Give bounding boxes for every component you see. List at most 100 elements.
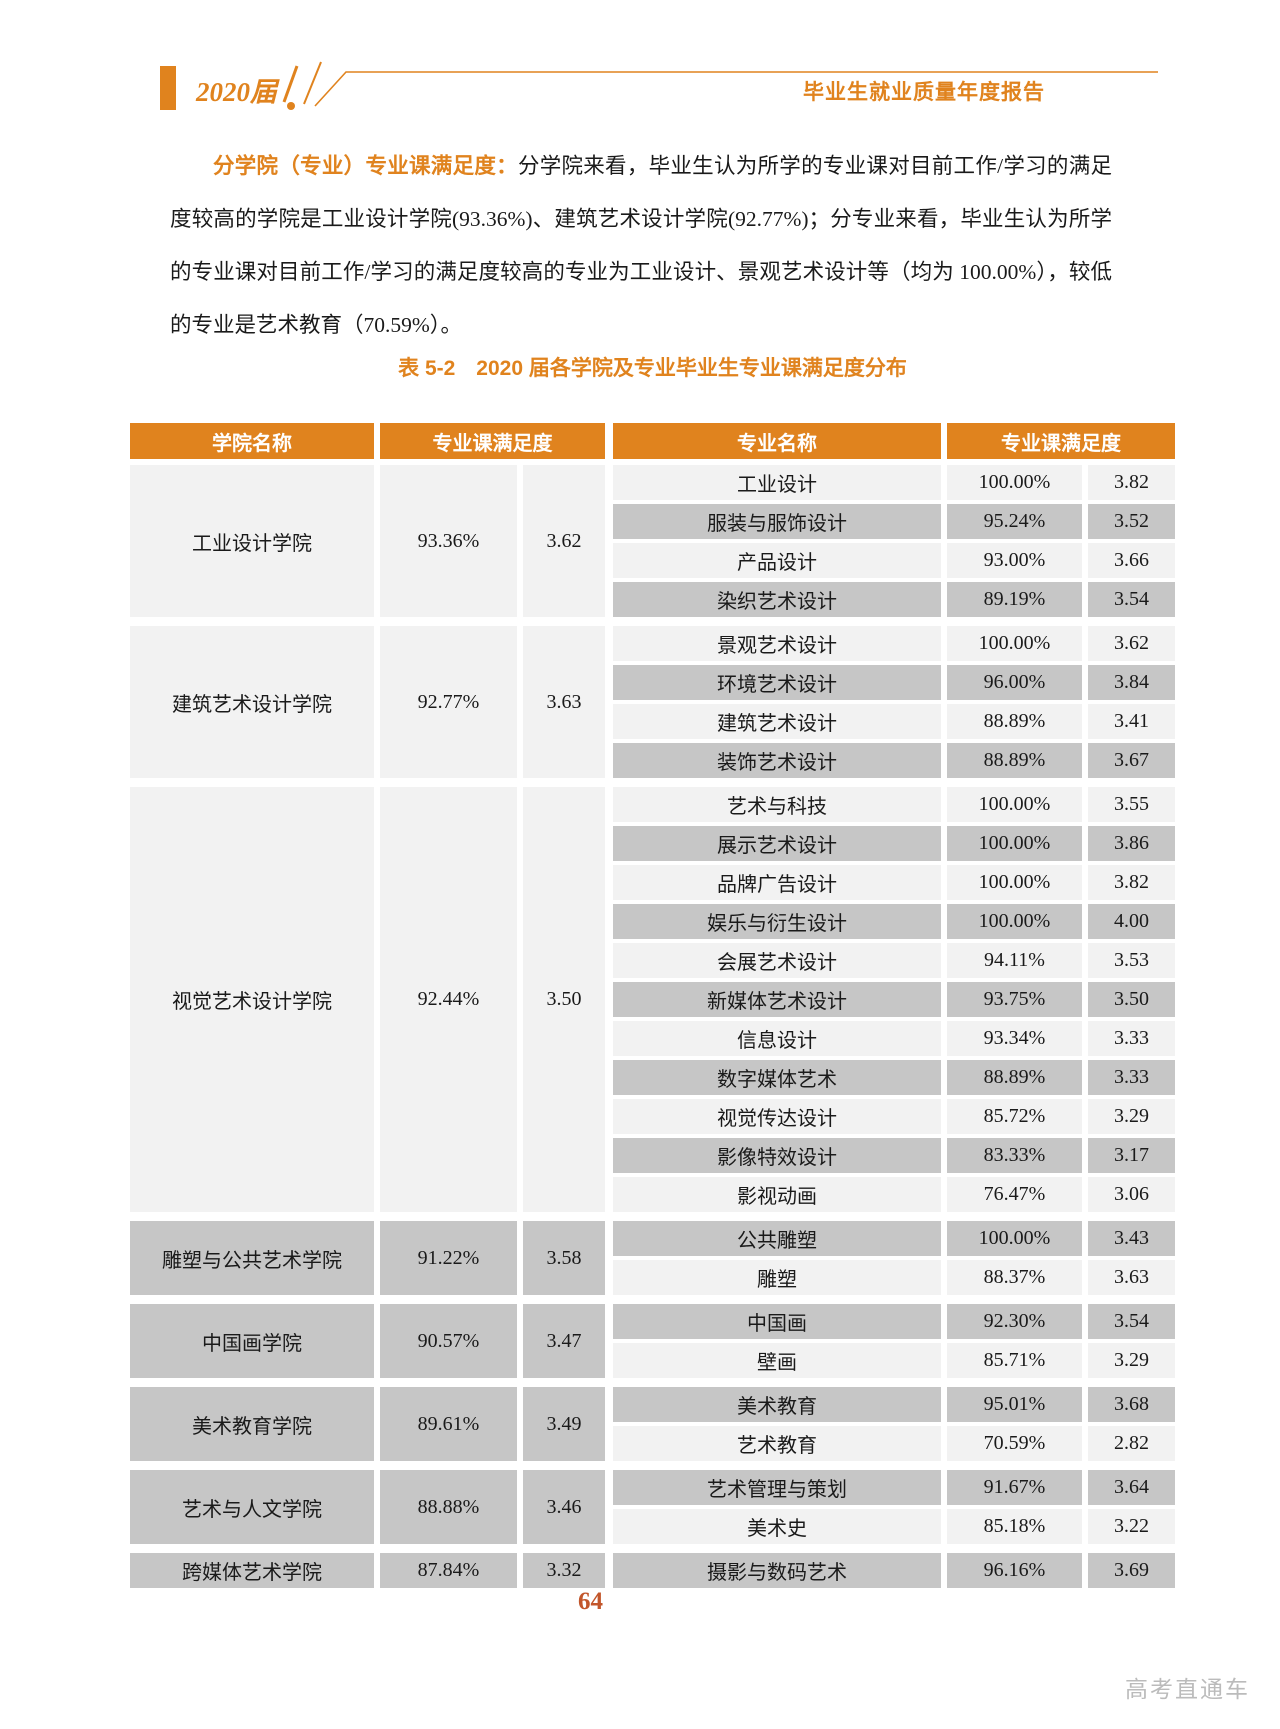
major-name-cell: 娱乐与衍生设计 [613, 904, 941, 939]
major-satisfaction-cell: 91.67% [947, 1470, 1082, 1505]
major-row: 影像特效设计 83.33% 3.17 [613, 1138, 1175, 1173]
major-row: 壁画 85.71% 3.29 [613, 1343, 1175, 1378]
major-name-cell: 美术教育 [613, 1387, 941, 1422]
major-satisfaction-cell: 95.01% [947, 1387, 1082, 1422]
major-name-cell: 会展艺术设计 [613, 943, 941, 978]
col-header-major-satisfaction: 专业课满足度 [947, 423, 1175, 459]
intro-paragraph: 分学院（专业）专业课满足度：分学院来看，毕业生认为所学的专业课对目前工作/学习的… [170, 140, 1112, 352]
major-satisfaction-cell: 89.19% [947, 582, 1082, 617]
major-score-cell: 3.84 [1088, 665, 1175, 700]
major-row: 美术史 85.18% 3.22 [613, 1509, 1175, 1544]
college-group: 视觉艺术设计学院 92.44% 3.50 艺术与科技 100.00% 3.55 展示艺术设计… [130, 787, 1175, 1212]
major-name-cell: 视觉传达设计 [613, 1099, 941, 1134]
majors-list: 美术教育 95.01% 3.68 艺术教育 70.59% 2.82 [613, 1387, 1175, 1461]
major-name-cell: 艺术教育 [613, 1426, 941, 1461]
major-satisfaction-cell: 92.30% [947, 1304, 1082, 1339]
major-score-cell: 2.82 [1088, 1426, 1175, 1461]
major-score-cell: 3.82 [1088, 865, 1175, 900]
college-name-cell: 雕塑与公共艺术学院 [130, 1221, 374, 1295]
college-name-cell: 工业设计学院 [130, 465, 374, 617]
major-name-cell: 雕塑 [613, 1260, 941, 1295]
major-satisfaction-cell: 88.89% [947, 743, 1082, 778]
major-satisfaction-cell: 100.00% [947, 787, 1082, 822]
majors-list: 公共雕塑 100.00% 3.43 雕塑 88.37% 3.63 [613, 1221, 1175, 1295]
major-name-cell: 壁画 [613, 1343, 941, 1378]
college-satisfaction-cell: 88.88% [380, 1470, 517, 1544]
college-name-cell: 建筑艺术设计学院 [130, 626, 374, 778]
major-row: 新媒体艺术设计 93.75% 3.50 [613, 982, 1175, 1017]
major-row: 景观艺术设计 100.00% 3.62 [613, 626, 1175, 661]
major-satisfaction-cell: 83.33% [947, 1138, 1082, 1173]
major-row: 视觉传达设计 85.72% 3.29 [613, 1099, 1175, 1134]
major-name-cell: 展示艺术设计 [613, 826, 941, 861]
major-name-cell: 公共雕塑 [613, 1221, 941, 1256]
major-score-cell: 3.55 [1088, 787, 1175, 822]
major-name-cell: 环境艺术设计 [613, 665, 941, 700]
college-score-cell: 3.49 [523, 1387, 605, 1461]
major-score-cell: 3.62 [1088, 626, 1175, 661]
major-name-cell: 信息设计 [613, 1021, 941, 1056]
report-title: 毕业生就业质量年度报告 [803, 81, 1045, 104]
major-satisfaction-cell: 88.89% [947, 1060, 1082, 1095]
major-row: 会展艺术设计 94.11% 3.53 [613, 943, 1175, 978]
major-name-cell: 品牌广告设计 [613, 865, 941, 900]
major-satisfaction-cell: 100.00% [947, 1221, 1082, 1256]
major-satisfaction-cell: 100.00% [947, 826, 1082, 861]
major-score-cell: 3.68 [1088, 1387, 1175, 1422]
major-row: 中国画 92.30% 3.54 [613, 1304, 1175, 1339]
major-row: 服装与服饰设计 95.24% 3.52 [613, 504, 1175, 539]
accent-bar [160, 66, 176, 110]
paragraph-lead: 分学院（专业）专业课满足度： [213, 154, 518, 178]
major-name-cell: 工业设计 [613, 465, 941, 500]
major-score-cell: 3.17 [1088, 1138, 1175, 1173]
major-name-cell: 景观艺术设计 [613, 626, 941, 661]
major-name-cell: 服装与服饰设计 [613, 504, 941, 539]
major-score-cell: 3.33 [1088, 1060, 1175, 1095]
major-row: 环境艺术设计 96.00% 3.84 [613, 665, 1175, 700]
year-label: 2020届 [196, 77, 277, 107]
major-name-cell: 产品设计 [613, 543, 941, 578]
major-row: 艺术教育 70.59% 2.82 [613, 1426, 1175, 1461]
major-score-cell: 3.52 [1088, 504, 1175, 539]
major-satisfaction-cell: 85.72% [947, 1099, 1082, 1134]
major-name-cell: 新媒体艺术设计 [613, 982, 941, 1017]
college-satisfaction-cell: 90.57% [380, 1304, 517, 1378]
major-name-cell: 数字媒体艺术 [613, 1060, 941, 1095]
paragraph-body: 分学院来看，毕业生认为所学的专业课对目前工作/学习的满足度较高的学院是工业设计学… [170, 154, 1112, 337]
satisfaction-table: 学院名称 专业课满足度 专业名称 专业课满足度 工业设计学院 93.36% 3.62… [130, 423, 1175, 1588]
college-group: 工业设计学院 93.36% 3.62 工业设计 100.00% 3.82 服装与服饰设计 95… [130, 465, 1175, 617]
major-row: 建筑艺术设计 88.89% 3.41 [613, 704, 1175, 739]
major-name-cell: 摄影与数码艺术 [613, 1553, 941, 1588]
college-score-cell: 3.46 [523, 1470, 605, 1544]
major-row: 艺术管理与策划 91.67% 3.64 [613, 1470, 1175, 1505]
major-score-cell: 3.43 [1088, 1221, 1175, 1256]
majors-list: 景观艺术设计 100.00% 3.62 环境艺术设计 96.00% 3.84 建筑艺术设计 8… [613, 626, 1175, 778]
college-group: 中国画学院 90.57% 3.47 中国画 92.30% 3.54 壁画 85.71% 3.29 [130, 1304, 1175, 1378]
majors-list: 中国画 92.30% 3.54 壁画 85.71% 3.29 [613, 1304, 1175, 1378]
major-name-cell: 美术史 [613, 1509, 941, 1544]
major-row: 美术教育 95.01% 3.68 [613, 1387, 1175, 1422]
major-row: 公共雕塑 100.00% 3.43 [613, 1221, 1175, 1256]
major-satisfaction-cell: 95.24% [947, 504, 1082, 539]
major-row: 艺术与科技 100.00% 3.55 [613, 787, 1175, 822]
major-satisfaction-cell: 76.47% [947, 1177, 1082, 1212]
major-score-cell: 3.33 [1088, 1021, 1175, 1056]
table-header-row: 学院名称 专业课满足度 专业名称 专业课满足度 [130, 423, 1175, 459]
major-name-cell: 艺术与科技 [613, 787, 941, 822]
header-line-decoration [282, 61, 1158, 110]
major-score-cell: 3.53 [1088, 943, 1175, 978]
majors-list: 摄影与数码艺术 96.16% 3.69 [613, 1553, 1175, 1588]
major-satisfaction-cell: 88.89% [947, 704, 1082, 739]
college-score-cell: 3.32 [523, 1553, 605, 1588]
major-satisfaction-cell: 70.59% [947, 1426, 1082, 1461]
major-name-cell: 中国画 [613, 1304, 941, 1339]
watermark: 高考直通车 [1125, 1676, 1250, 1702]
college-satisfaction-cell: 92.44% [380, 787, 517, 1212]
major-satisfaction-cell: 94.11% [947, 943, 1082, 978]
major-row: 影视动画 76.47% 3.06 [613, 1177, 1175, 1212]
college-group: 雕塑与公共艺术学院 91.22% 3.58 公共雕塑 100.00% 3.43 雕塑 88.3… [130, 1221, 1175, 1295]
college-score-cell: 3.63 [523, 626, 605, 778]
college-name-cell: 艺术与人文学院 [130, 1470, 374, 1544]
major-row: 信息设计 93.34% 3.33 [613, 1021, 1175, 1056]
